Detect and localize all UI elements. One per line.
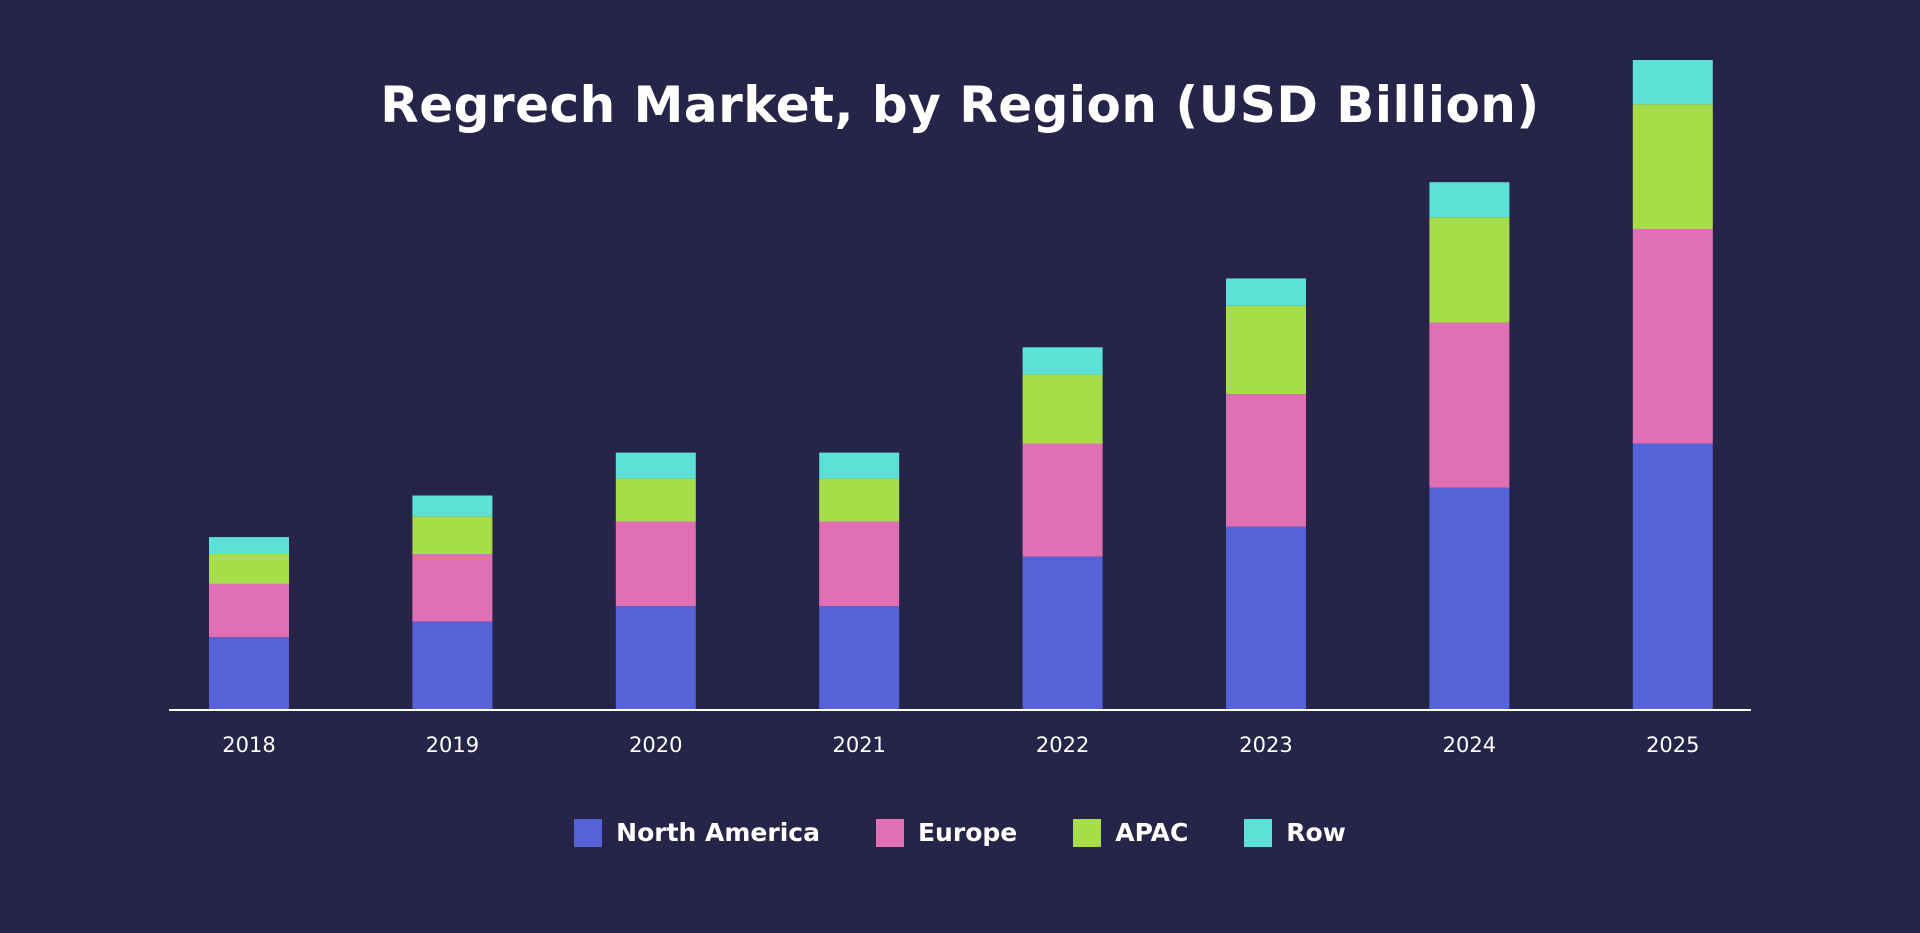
- x-tick-label: 2025: [1646, 733, 1699, 757]
- bar-segment-row-2022: [1022, 347, 1103, 375]
- legend-swatch: [574, 818, 603, 847]
- bar-segment-north-america-2022: [1022, 556, 1103, 710]
- bar-segment-apac-2018: [209, 554, 289, 584]
- x-tick-label: 2019: [426, 733, 479, 757]
- bar-segment-europe-2018: [209, 583, 289, 638]
- bar-segment-north-america-2025: [1632, 443, 1713, 710]
- bar-segment-apac-2024: [1429, 217, 1510, 323]
- bar-segment-row-2019: [412, 495, 493, 517]
- bar-segment-europe-2024: [1429, 322, 1510, 488]
- bar-segment-europe-2020: [615, 521, 696, 606]
- bar-segment-apac-2023: [1226, 305, 1306, 395]
- legend-item-north-america: North America: [574, 818, 820, 847]
- bar-segment-row-2025: [1632, 60, 1713, 105]
- x-axis-tick-labels: 2018 2019 2020 2021 2022 2023 2024 2025: [222, 733, 1699, 757]
- bar-segment-row-2018: [209, 537, 289, 554]
- chart-title: Regrech Market, by Region (USD Billion): [380, 76, 1540, 134]
- legend-item-row: Row: [1244, 818, 1346, 847]
- bar-segment-north-america-2021: [819, 606, 900, 710]
- bar-segment-europe-2025: [1632, 229, 1713, 444]
- bar-segment-row-2021: [819, 452, 900, 479]
- bar-groups: [209, 60, 1713, 710]
- bar-segment-north-america-2020: [615, 606, 696, 710]
- bar-stack-2018: [209, 537, 289, 710]
- bar-stack-2020: [615, 452, 696, 710]
- bar-segment-apac-2020: [615, 478, 696, 522]
- legend-item-europe: Europe: [875, 818, 1018, 847]
- legend-label: North America: [616, 818, 820, 847]
- legend-swatch: [1073, 818, 1102, 847]
- bar-segment-apac-2019: [412, 516, 493, 554]
- x-tick-label: 2020: [629, 733, 682, 757]
- bar-segment-row-2024: [1429, 182, 1510, 218]
- bar-segment-north-america-2018: [209, 637, 289, 710]
- bar-segment-north-america-2024: [1429, 487, 1510, 710]
- bar-stack-2022: [1022, 347, 1103, 710]
- bar-stack-2019: [412, 495, 493, 710]
- x-tick-label: 2022: [1036, 733, 1089, 757]
- bar-segment-apac-2021: [819, 478, 900, 522]
- bar-segment-europe-2021: [819, 521, 900, 606]
- bar-stack-2021: [819, 452, 900, 710]
- bar-stack-2023: [1226, 278, 1306, 710]
- bar-segment-europe-2022: [1022, 443, 1103, 557]
- bar-segment-europe-2023: [1226, 394, 1306, 527]
- bar-segment-north-america-2019: [412, 621, 493, 710]
- x-tick-label: 2024: [1443, 733, 1496, 757]
- legend-item-apac: APAC: [1073, 818, 1188, 847]
- bar-segment-north-america-2023: [1226, 526, 1306, 710]
- bar-segment-apac-2022: [1022, 374, 1103, 444]
- legend-swatch: [1244, 818, 1273, 847]
- x-tick-label: 2021: [832, 733, 885, 757]
- bar-segment-europe-2019: [412, 554, 493, 622]
- legend-swatch: [875, 818, 904, 847]
- bar-segment-apac-2025: [1632, 104, 1713, 229]
- legend-label: Row: [1286, 818, 1346, 847]
- x-tick-label: 2018: [222, 733, 275, 757]
- bar-stack-2024: [1429, 182, 1510, 710]
- legend-label: Europe: [917, 818, 1018, 847]
- bar-segment-row-2020: [615, 452, 696, 479]
- x-tick-label: 2023: [1239, 733, 1292, 757]
- bar-segment-row-2023: [1226, 278, 1306, 306]
- legend-label: APAC: [1115, 818, 1189, 847]
- chart-legend: North America Europe APAC Row: [0, 818, 1920, 847]
- bar-stack-2025: [1632, 60, 1713, 710]
